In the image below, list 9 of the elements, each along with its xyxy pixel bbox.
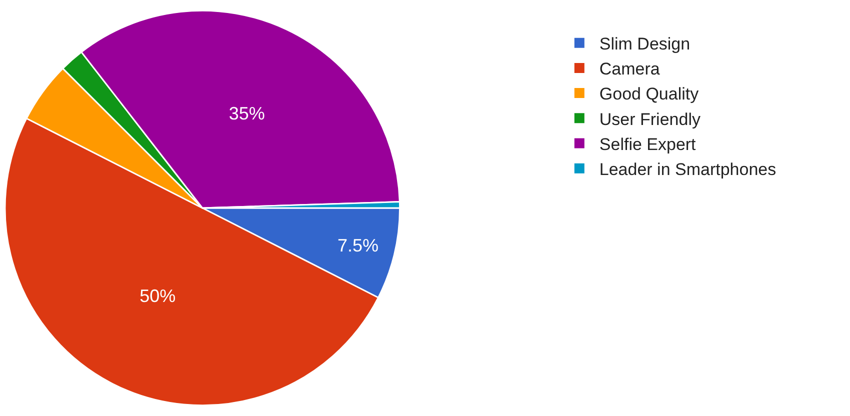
data-label: 7.5% — [338, 235, 379, 256]
legend-label: Slim Design — [599, 34, 690, 54]
legend-label: Camera — [599, 60, 660, 79]
legend-label: User Friendly — [599, 110, 701, 129]
data-label: 50% — [140, 286, 176, 306]
data-label: 35% — [228, 104, 265, 124]
legend-label: Selfie Expert — [599, 134, 696, 154]
legend-label: Leader in Smartphones — [599, 160, 776, 179]
legend-label: Good Quality — [599, 84, 700, 104]
